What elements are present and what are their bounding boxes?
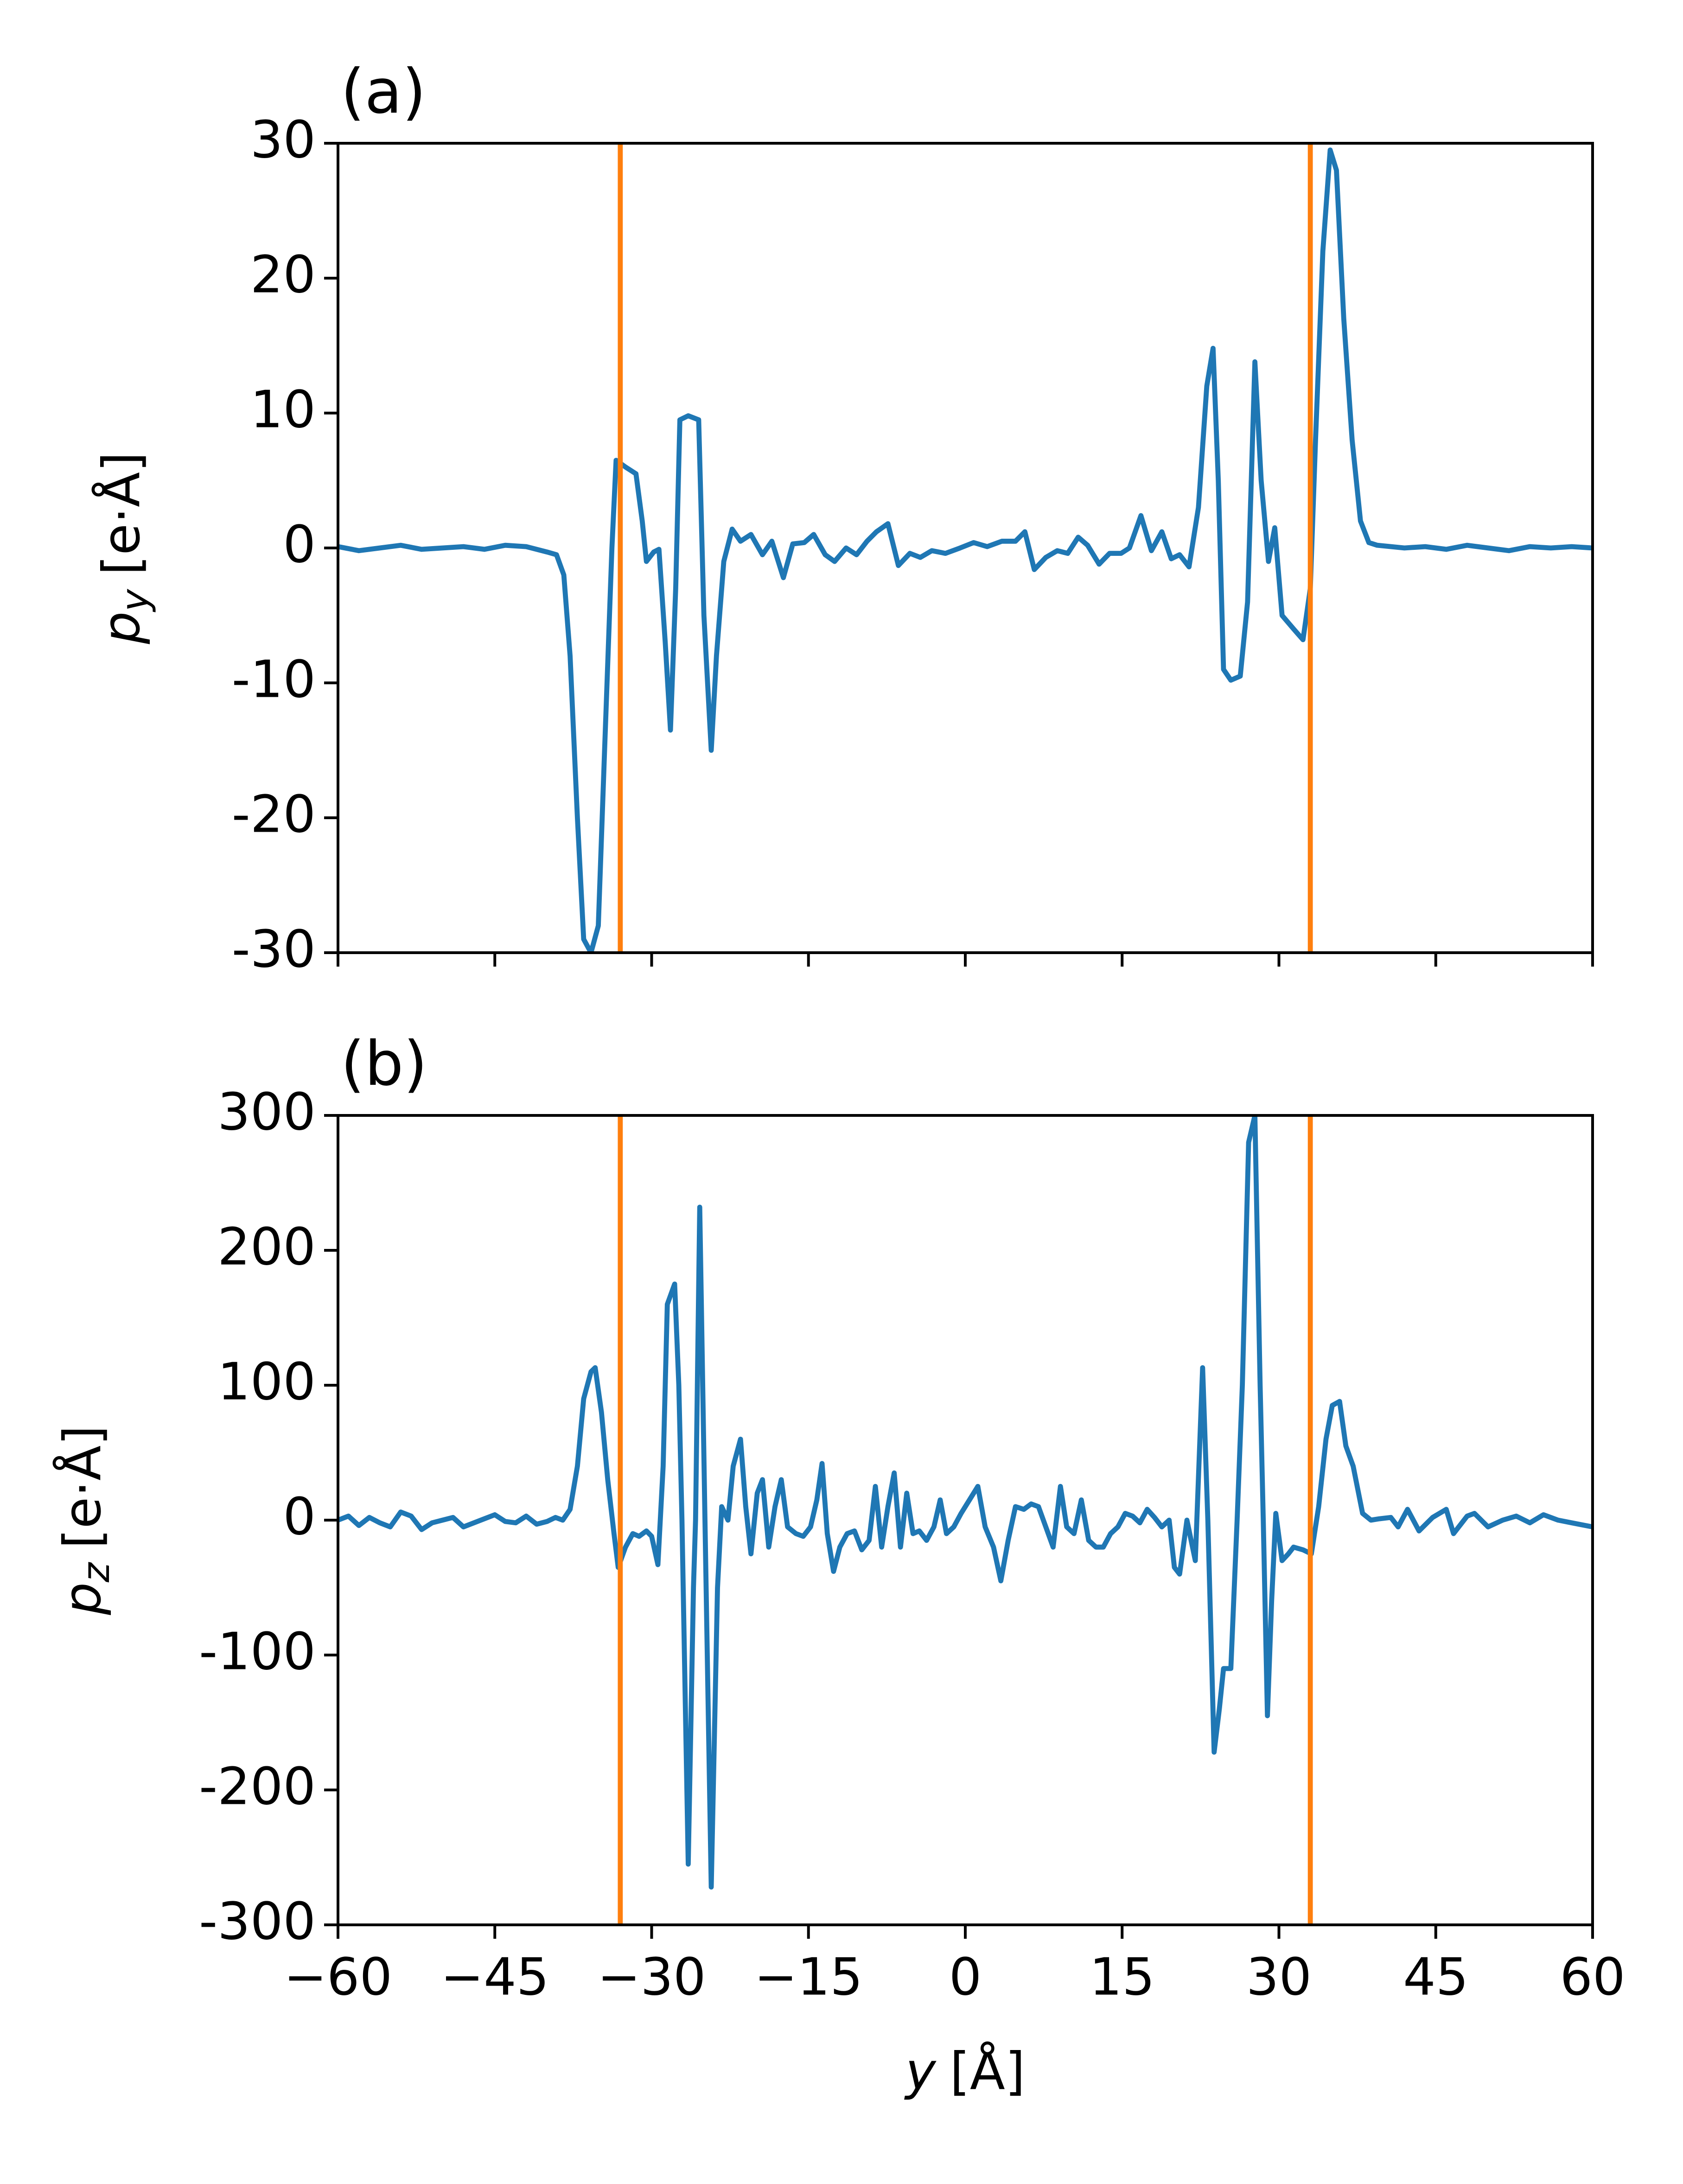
x-tick-label: −60 bbox=[284, 1947, 392, 2007]
y-label-symbol: p bbox=[92, 611, 152, 644]
y-tick-label: -20 bbox=[232, 784, 316, 844]
y-label-symbol: p bbox=[53, 1582, 113, 1615]
y-tick-label: -200 bbox=[199, 1757, 316, 1816]
x-tick-label: 15 bbox=[1090, 1947, 1155, 2007]
y-tick-label: -300 bbox=[199, 1891, 316, 1951]
y-label-unit: [e·Å] bbox=[52, 1425, 113, 1548]
y-tick-label: 100 bbox=[217, 1352, 316, 1412]
y-tick-label: 0 bbox=[283, 1487, 316, 1547]
x-tick-label: −45 bbox=[440, 1947, 549, 2007]
y-label-subscript: z bbox=[75, 1562, 118, 1583]
y-tick-label: 0 bbox=[283, 515, 316, 574]
y-tick-label: 10 bbox=[250, 380, 316, 439]
plot-frame bbox=[337, 142, 1594, 955]
y-tick-label: 20 bbox=[250, 245, 316, 305]
panel-title: (a) bbox=[341, 56, 426, 127]
y-axis-label: pz [e·Å] bbox=[52, 1425, 118, 1615]
x-tick-label: −15 bbox=[754, 1947, 863, 2007]
y-tick-label: 30 bbox=[250, 110, 316, 170]
y-axis-label: py [e·Å] bbox=[91, 452, 157, 645]
y-tick-label: -10 bbox=[232, 649, 316, 709]
y-tick-label: 300 bbox=[217, 1082, 316, 1142]
x-axis-label: y [Å] bbox=[904, 2041, 1025, 2101]
plot-frame bbox=[337, 1114, 1594, 1927]
x-tick-label: 45 bbox=[1403, 1947, 1468, 2007]
y-tick-label: 200 bbox=[217, 1217, 316, 1277]
data-line bbox=[338, 1115, 1593, 1890]
x-label-symbol: y bbox=[904, 2042, 937, 2101]
panel-title: (b) bbox=[341, 1028, 427, 1100]
x-tick-label: 0 bbox=[949, 1947, 982, 2007]
y-label-subscript: y bbox=[114, 589, 157, 613]
y-label-unit: [e·Å] bbox=[91, 452, 152, 575]
y-tick-label: -100 bbox=[199, 1622, 316, 1681]
x-tick-label: 60 bbox=[1560, 1947, 1625, 2007]
y-tick-label: -30 bbox=[232, 919, 316, 979]
x-label-unit: [Å] bbox=[950, 2041, 1026, 2101]
x-tick-label: −30 bbox=[597, 1947, 706, 2007]
x-tick-label: 30 bbox=[1246, 1947, 1312, 2007]
